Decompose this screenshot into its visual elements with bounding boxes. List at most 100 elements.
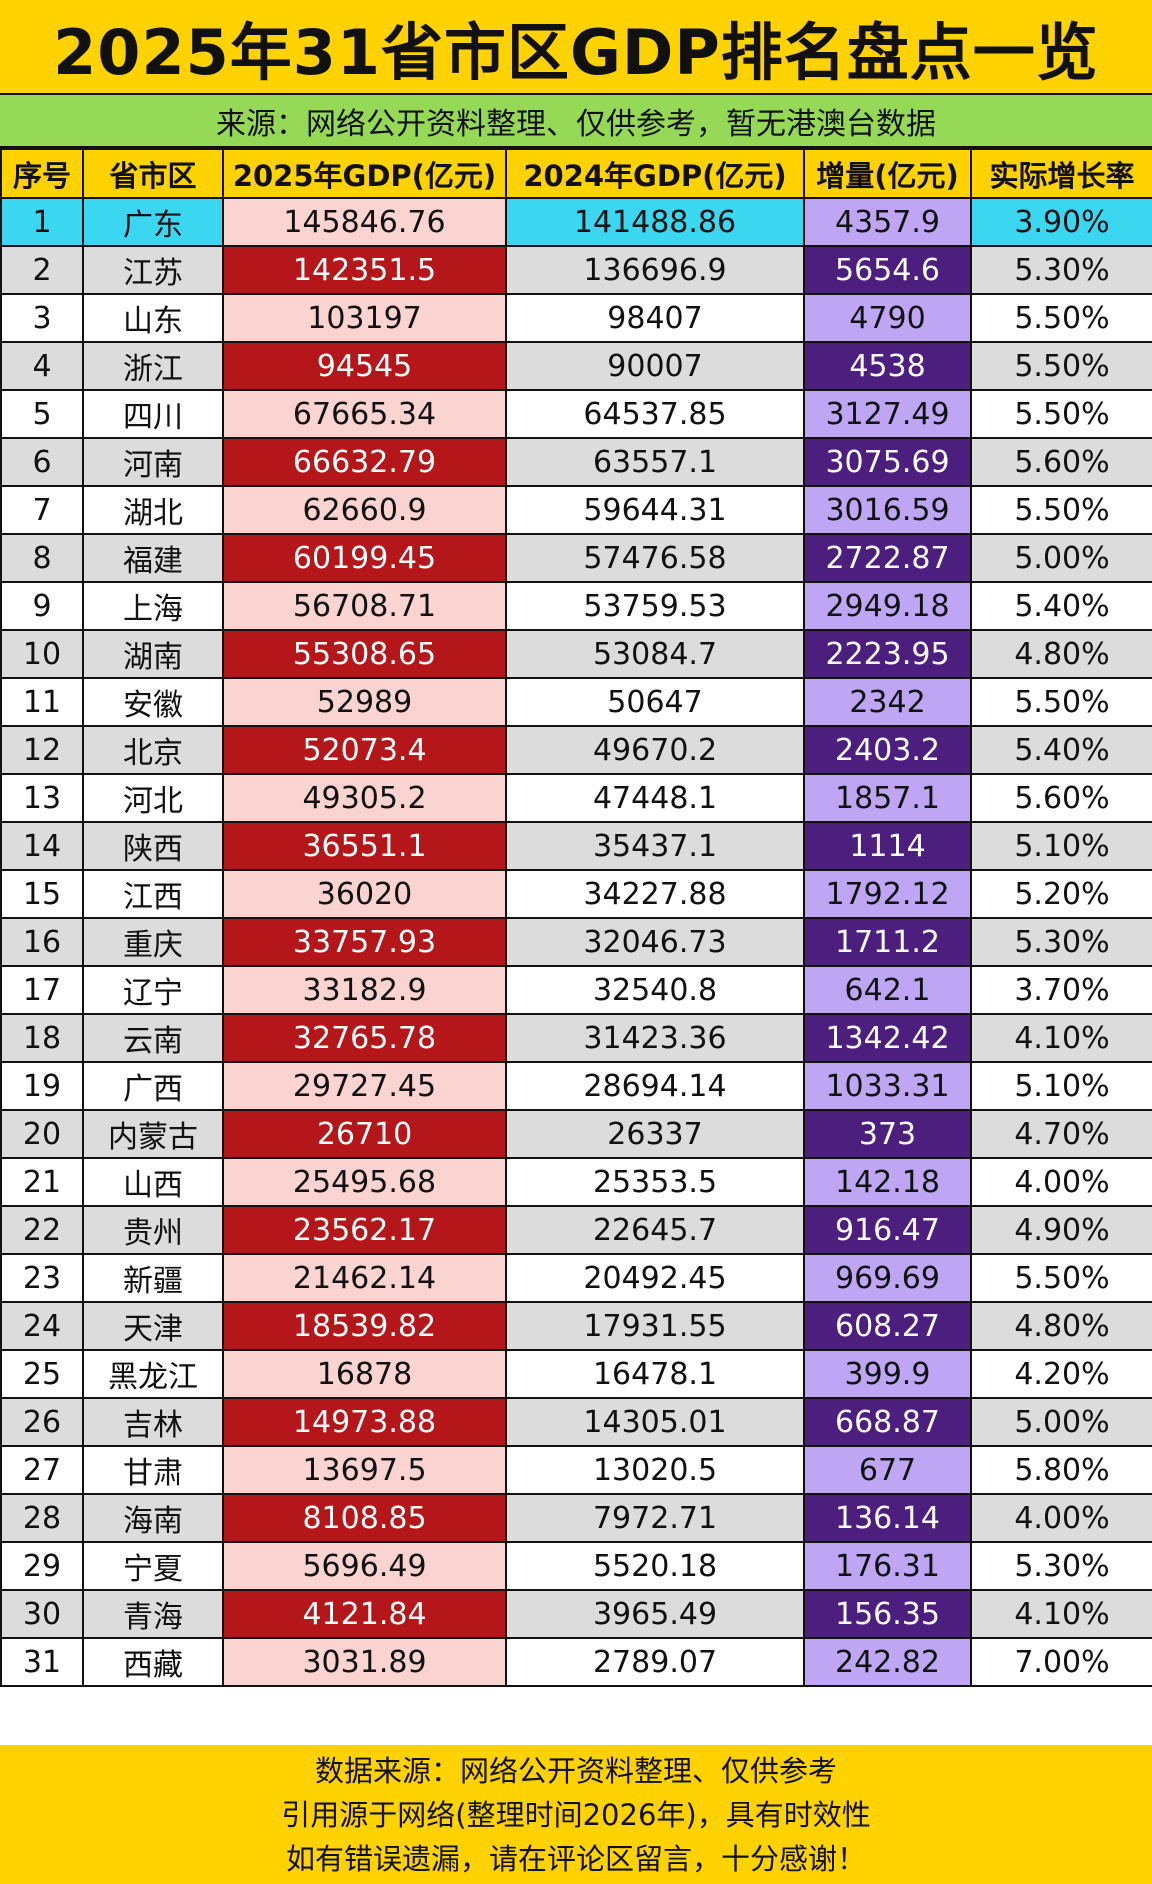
rank-cell: 3: [0, 293, 84, 343]
increase-cell: 4357.9: [803, 197, 972, 247]
province-cell: 湖南: [82, 629, 224, 679]
gdp-2024-cell: 32540.8: [505, 965, 805, 1015]
province-cell: 海南: [82, 1493, 224, 1543]
gdp-2024-cell: 63557.1: [505, 437, 805, 487]
rank-cell: 23: [0, 1253, 84, 1303]
table-row: 11 安徽 52989 50647 2342 5.50%: [0, 677, 1152, 727]
gdp-2024-cell: 17931.55: [505, 1301, 805, 1351]
gdp-2024-cell: 49670.2: [505, 725, 805, 775]
table-body: 1 广东 145846.76 141488.86 4357.9 3.90% 2 江苏 14235…: [0, 197, 1152, 1687]
province-cell: 福建: [82, 533, 224, 583]
table-row: 9 上海 56708.71 53759.53 2949.18 5.40%: [0, 581, 1152, 631]
gdp-2025-cell: 56708.71: [222, 581, 507, 631]
rank-cell: 29: [0, 1541, 84, 1591]
table-row: 5 四川 67665.34 64537.85 3127.49 5.50%: [0, 389, 1152, 439]
table-header-row: 序号 省市区 2025年GDP(亿元) 2024年GDP(亿元) 增量(亿元) …: [0, 148, 1152, 199]
growth-rate-cell: 5.50%: [970, 485, 1152, 535]
increase-cell: 1792.12: [803, 869, 972, 919]
growth-rate-cell: 5.30%: [970, 245, 1152, 295]
growth-rate-cell: 5.10%: [970, 1061, 1152, 1111]
table-row: 18 云南 32765.78 31423.36 1342.42 4.10%: [0, 1013, 1152, 1063]
rank-cell: 12: [0, 725, 84, 775]
gdp-2025-cell: 49305.2: [222, 773, 507, 823]
growth-rate-cell: 3.70%: [970, 965, 1152, 1015]
growth-rate-cell: 4.00%: [970, 1157, 1152, 1207]
increase-cell: 2342: [803, 677, 972, 727]
growth-rate-cell: 5.10%: [970, 821, 1152, 871]
increase-cell: 1033.31: [803, 1061, 972, 1111]
increase-cell: 3127.49: [803, 389, 972, 439]
page-title: 2025年31省市区GDP排名盘点一览: [0, 0, 1152, 95]
province-cell: 湖北: [82, 485, 224, 535]
gdp-2025-cell: 103197: [222, 293, 507, 343]
growth-rate-cell: 4.80%: [970, 1301, 1152, 1351]
increase-cell: 608.27: [803, 1301, 972, 1351]
province-cell: 上海: [82, 581, 224, 631]
growth-rate-cell: 4.10%: [970, 1589, 1152, 1639]
growth-rate-cell: 5.20%: [970, 869, 1152, 919]
table-row: 3 山东 103197 98407 4790 5.50%: [0, 293, 1152, 343]
footer-note: 数据来源：网络公开资料整理、仅供参考 引用源于网络(整理时间2026年)，具有时…: [0, 1745, 1152, 1884]
gdp-2024-cell: 53759.53: [505, 581, 805, 631]
growth-rate-cell: 5.40%: [970, 581, 1152, 631]
rank-cell: 4: [0, 341, 84, 391]
gdp-2025-cell: 52989: [222, 677, 507, 727]
table-row: 4 浙江 94545 90007 4538 5.50%: [0, 341, 1152, 391]
gdp-2025-cell: 142351.5: [222, 245, 507, 295]
table-row: 23 新疆 21462.14 20492.45 969.69 5.50%: [0, 1253, 1152, 1303]
table-row: 1 广东 145846.76 141488.86 4357.9 3.90%: [0, 197, 1152, 247]
growth-rate-cell: 4.00%: [970, 1493, 1152, 1543]
source-subtitle: 来源：网络公开资料整理、仅供参考，暂无港澳台数据: [0, 95, 1152, 148]
table-row: 26 吉林 14973.88 14305.01 668.87 5.00%: [0, 1397, 1152, 1447]
gdp-2025-cell: 55308.65: [222, 629, 507, 679]
increase-cell: 176.31: [803, 1541, 972, 1591]
province-cell: 重庆: [82, 917, 224, 967]
gdp-2024-cell: 5520.18: [505, 1541, 805, 1591]
province-cell: 安徽: [82, 677, 224, 727]
province-cell: 广东: [82, 197, 224, 247]
increase-cell: 5654.6: [803, 245, 972, 295]
increase-cell: 4538: [803, 341, 972, 391]
gdp-2025-cell: 94545: [222, 341, 507, 391]
gdp-2025-cell: 67665.34: [222, 389, 507, 439]
header-rank: 序号: [0, 148, 84, 199]
growth-rate-cell: 4.70%: [970, 1109, 1152, 1159]
rank-cell: 11: [0, 677, 84, 727]
province-cell: 黑龙江: [82, 1349, 224, 1399]
gdp-2025-cell: 21462.14: [222, 1253, 507, 1303]
gdp-2025-cell: 3031.89: [222, 1637, 507, 1687]
growth-rate-cell: 5.50%: [970, 389, 1152, 439]
province-cell: 陕西: [82, 821, 224, 871]
increase-cell: 1342.42: [803, 1013, 972, 1063]
rank-cell: 27: [0, 1445, 84, 1495]
increase-cell: 136.14: [803, 1493, 972, 1543]
province-cell: 内蒙古: [82, 1109, 224, 1159]
gdp-2024-cell: 13020.5: [505, 1445, 805, 1495]
table-row: 2 江苏 142351.5 136696.9 5654.6 5.30%: [0, 245, 1152, 295]
province-cell: 山东: [82, 293, 224, 343]
increase-cell: 668.87: [803, 1397, 972, 1447]
increase-cell: 916.47: [803, 1205, 972, 1255]
province-cell: 广西: [82, 1061, 224, 1111]
province-cell: 贵州: [82, 1205, 224, 1255]
increase-cell: 142.18: [803, 1157, 972, 1207]
gdp-2025-cell: 5696.49: [222, 1541, 507, 1591]
province-cell: 四川: [82, 389, 224, 439]
province-cell: 甘肃: [82, 1445, 224, 1495]
increase-cell: 2403.2: [803, 725, 972, 775]
table-row: 17 辽宁 33182.9 32540.8 642.1 3.70%: [0, 965, 1152, 1015]
rank-cell: 20: [0, 1109, 84, 1159]
table-row: 14 陕西 36551.1 35437.1 1114 5.10%: [0, 821, 1152, 871]
growth-rate-cell: 5.50%: [970, 677, 1152, 727]
table-row: 16 重庆 33757.93 32046.73 1711.2 5.30%: [0, 917, 1152, 967]
increase-cell: 1857.1: [803, 773, 972, 823]
province-cell: 辽宁: [82, 965, 224, 1015]
gdp-2024-cell: 57476.58: [505, 533, 805, 583]
increase-cell: 2949.18: [803, 581, 972, 631]
footer-line: 引用源于网络(整理时间2026年)，具有时效性: [281, 1797, 871, 1832]
province-cell: 北京: [82, 725, 224, 775]
rank-cell: 8: [0, 533, 84, 583]
table-row: 29 宁夏 5696.49 5520.18 176.31 5.30%: [0, 1541, 1152, 1591]
growth-rate-cell: 4.90%: [970, 1205, 1152, 1255]
